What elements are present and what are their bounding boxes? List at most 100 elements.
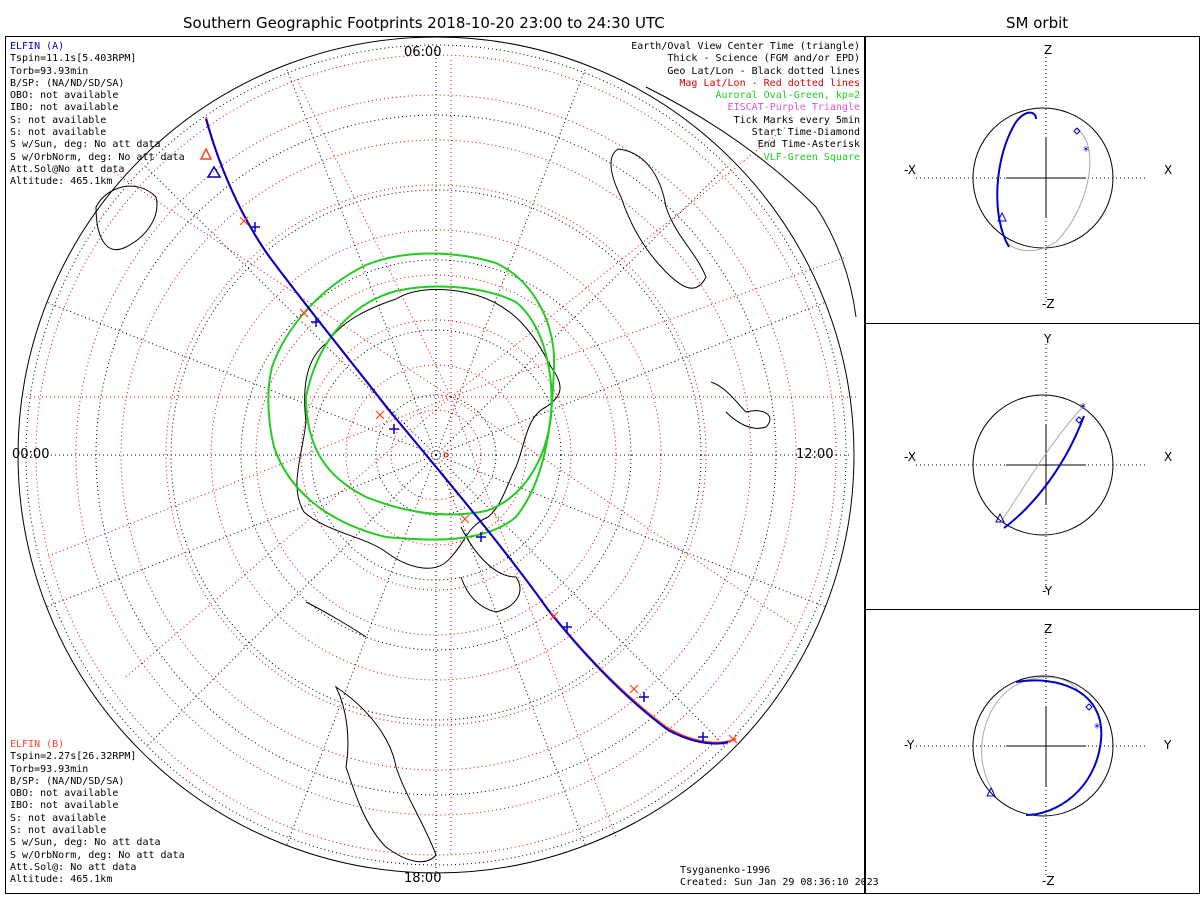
axis-left-label: -X: [904, 163, 916, 177]
legend-item: Earth/Oval View Center Time (triangle): [631, 41, 860, 52]
orbit-blue-path: [1003, 415, 1085, 529]
model-label: Tsyganenko-1996: [680, 865, 771, 876]
axis-right-label: Y: [1164, 738, 1172, 752]
australia-coast: [610, 148, 707, 289]
elfin-b-line: Torb=93.93min: [10, 763, 89, 775]
elfin-b-line: S: not available: [10, 825, 107, 837]
elfin-a-line: S: not available: [10, 114, 107, 126]
axis-top-label: Z: [1044, 622, 1053, 636]
axis-bottom-label: -Z: [1042, 874, 1055, 888]
created-label: Created: Sun Jan 29 08:36:10 2023: [680, 877, 879, 888]
antarctica-coast: [296, 288, 561, 569]
africa-tip-coast: [95, 185, 158, 250]
elfin-a-line: Altitude: 465.1km: [10, 176, 113, 188]
elfin-b-line: Altitude: 465.1km: [10, 874, 113, 886]
elfin-a-info: ELFIN (A) Tspin=11.1s[5.403RPM] Torb=93.…: [10, 41, 185, 189]
elfin-a-ticks: [250, 222, 708, 742]
new-zealand-coast: [710, 381, 771, 429]
earth-circle: [972, 675, 1114, 817]
elfin-a-line: OBO: not available: [10, 90, 119, 102]
orbit-diamond: [1085, 703, 1093, 711]
main-title: Southern Geographic Footprints 2018-10-2…: [183, 14, 665, 32]
axis-top-label: Y: [1044, 332, 1052, 346]
orbit-asterisk: *: [1080, 401, 1086, 415]
orbit-blue-path: [996, 111, 1037, 248]
legend-item: Auroral Oval-Green, kp=2: [715, 90, 861, 102]
legend-item: Tick Marks every 5min: [733, 114, 860, 126]
elfin-b-line: OBO: not available: [10, 788, 119, 800]
axis-right-label: X: [1164, 163, 1173, 177]
elfin-b-info: ELFIN (B) Tspin=2.27s[26.32RPM] Torb=93.…: [10, 739, 185, 887]
mag-lon-grid: [26, 57, 856, 857]
orbit-panel-xy: * Y -Y -X X: [865, 323, 1200, 610]
orbit-xz-plot: *: [916, 57, 1146, 302]
orbit-asterisk: *: [1083, 144, 1089, 158]
orbit-grey-path: [1005, 128, 1091, 252]
orbit-triangle: [997, 211, 1007, 222]
legend-item: End Time-Asterisk: [757, 139, 860, 151]
elfin-a-line: Torb=93.93min: [10, 65, 89, 77]
axis-left-label: -Y: [904, 738, 915, 752]
elfin-b-name: ELFIN (B): [10, 739, 65, 750]
footprint-map-frame: 06:00 00:00 12:00 18:00 ELFIN (A) Tspin=…: [5, 36, 879, 894]
south-america-coast: [334, 685, 437, 863]
legend-item: EISCAT-Purple Triangle: [727, 102, 860, 114]
asia-coast: [645, 86, 857, 318]
legend-item: Thick - Science (FGM and/or EPD): [667, 53, 860, 65]
orbit-panel-xz: * Z -Z -X X: [865, 36, 1200, 324]
elfin-b-line: S w/OrbNorm, deg: No att data: [10, 849, 185, 861]
axis-bottom-label: -Y: [1042, 584, 1053, 598]
earth-circle: [972, 394, 1114, 536]
elfin-b-line: S w/Sun, deg: No att data: [10, 837, 161, 849]
auroral-oval-inner: [304, 285, 553, 516]
mag-pole-marker: [443, 452, 449, 458]
orbit-xy-plot: *: [916, 344, 1146, 589]
orbit-blue-path: [1015, 679, 1103, 816]
elfin-a-line: S w/OrbNorm, deg: No att data: [10, 151, 185, 163]
orbit-asterisk: *: [1094, 721, 1100, 735]
orbit-triangle: [986, 786, 996, 797]
elfin-a-line: B/SP: (NA/ND/SD/SA): [10, 77, 125, 89]
legend-item: Mag Lat/Lon - Red dotted lines: [679, 77, 860, 89]
antarctic-peninsula: [460, 526, 521, 613]
elfin-a-footprint-track: [205, 118, 729, 745]
orbit-grey-path: [1000, 405, 1085, 523]
time-label-right: 12:00: [796, 447, 834, 462]
orbit-triangle: [995, 512, 1005, 523]
elfin-b-line: Att.Sol@: No att data: [10, 861, 137, 873]
elfin-a-line: S: not available: [10, 127, 107, 139]
island-arc: [305, 601, 367, 638]
sm-orbit-title: SM orbit: [1006, 14, 1069, 32]
coastlines: [95, 86, 857, 863]
elfin-a-line: Tspin=11.1s[5.403RPM]: [10, 53, 137, 65]
elfin-b-line: IBO: not available: [10, 800, 119, 812]
elfin-b-line: B/SP: (NA/ND/SD/SA): [10, 775, 125, 787]
orbit-diamond: [1073, 127, 1081, 135]
elfin-b-line: S: not available: [10, 812, 107, 824]
orbit-panel-yz: * Z -Z -Y Y: [865, 609, 1200, 894]
axis-top-label: Z: [1044, 43, 1053, 57]
time-label-bottom: 18:00: [404, 871, 442, 886]
elfin-b-footprint-track: [205, 116, 737, 744]
elfin-a-view-triangle: [206, 165, 222, 178]
axis-right-label: X: [1164, 450, 1173, 464]
elfin-a-line: IBO: not available: [10, 102, 119, 114]
elfin-b-view-triangle: [199, 147, 213, 160]
elfin-a-line: S w/Sun, deg: No att data: [10, 139, 161, 151]
footprint-map: [17, 37, 857, 877]
elfin-a-line: Att.Sol@No att data: [10, 163, 125, 175]
legend-item: VLF-Green Square: [763, 151, 860, 163]
earth-limb: [17, 37, 855, 874]
axis-bottom-label: -Z: [1042, 297, 1055, 311]
legend: Earth/Oval View Center Time (triangle) T…: [631, 41, 860, 164]
time-label-top: 06:00: [404, 45, 442, 60]
legend-item: Start Time-Diamond: [751, 127, 860, 139]
elfin-b-ticks: [239, 216, 738, 744]
legend-item: Geo Lat/Lon - Black dotted lines: [667, 65, 860, 77]
time-label-left: 00:00: [12, 447, 50, 462]
orbit-grey-path: [981, 676, 1079, 793]
auroral-oval: [267, 252, 556, 541]
orbit-yz-plot: *: [916, 630, 1146, 875]
orbit-diamond: [1075, 416, 1083, 424]
elfin-b-line: Tspin=2.27s[26.32RPM]: [10, 751, 137, 763]
